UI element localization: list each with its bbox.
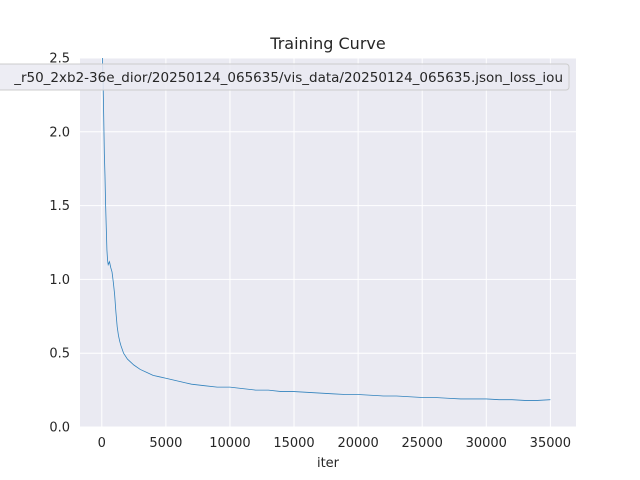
legend-label: _r50_2xb2-36e_dior/20250124_065635/vis_d…: [13, 70, 563, 86]
y-axis-ticks: 0.0 0.5 1.0 1.5 2.0 2.5: [49, 52, 70, 436]
y-tick-label: 0.5: [49, 347, 70, 362]
legend: _r50_2xb2-36e_dior/20250124_065635/vis_d…: [0, 63, 570, 91]
x-tick-label: 20000: [337, 436, 378, 451]
y-tick-label: 1.0: [49, 273, 70, 288]
chart-title: Training Curve: [269, 34, 385, 53]
x-tick-label: 15000: [273, 436, 314, 451]
x-axis-label: iter: [317, 456, 340, 471]
x-tick-label: 35000: [530, 436, 571, 451]
series-layer: [102, 57, 551, 401]
x-axis-ticks: 0 5000 10000 15000 20000 25000 30000 35000: [98, 436, 571, 451]
x-tick-label: 0: [98, 436, 106, 451]
x-tick-label: 10000: [209, 436, 250, 451]
grid-lines: [80, 57, 576, 428]
plot-area: [80, 58, 576, 427]
x-tick-label: 5000: [149, 436, 182, 451]
loss-iou-series-line: [102, 57, 551, 401]
legend-box: [0, 63, 570, 91]
y-tick-label: 0.0: [49, 421, 70, 436]
x-tick-label: 25000: [402, 436, 443, 451]
y-tick-label: 2.5: [49, 52, 70, 67]
x-tick-label: 30000: [466, 436, 507, 451]
y-tick-label: 1.5: [49, 199, 70, 214]
y-tick-label: 2.0: [49, 125, 70, 140]
